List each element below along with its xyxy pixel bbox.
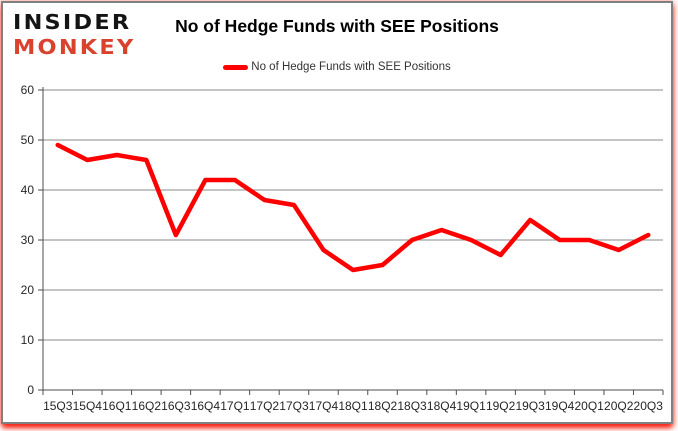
x-axis-tick-label: 18Q3 — [397, 399, 427, 413]
x-axis-tick-label: 15Q3 — [43, 399, 73, 413]
x-axis-tick-label: 18Q2 — [368, 399, 398, 413]
y-axis-tick-label: 30 — [21, 233, 35, 247]
insider-monkey-logo: INSIDER MONKEY — [13, 10, 133, 60]
x-axis-tick-label: 17Q1 — [220, 399, 250, 413]
y-axis-tick-label: 10 — [21, 333, 35, 347]
x-axis-tick-label: 16Q2 — [132, 399, 162, 413]
y-axis-tick-label: 0 — [27, 383, 34, 397]
x-axis-tick-label: 19Q4 — [545, 399, 575, 413]
x-axis-tick-label: 16Q1 — [102, 399, 132, 413]
x-axis-tick-label: 20Q2 — [604, 399, 634, 413]
y-axis-tick-label: 50 — [21, 133, 35, 147]
series-line — [55, 142, 651, 273]
y-axis-tick-label: 20 — [21, 283, 35, 297]
x-axis-tick-label: 19Q1 — [456, 399, 486, 413]
x-axis-tick-label: 19Q3 — [515, 399, 545, 413]
x-axis-tick-label: 17Q3 — [279, 399, 309, 413]
logo-text-insider: INSIDER — [13, 10, 132, 34]
x-axis-tick-label: 20Q3 — [634, 399, 664, 413]
y-axis-tick-label: 60 — [21, 83, 35, 97]
legend: No of Hedge Funds with SEE Positions — [3, 59, 671, 75]
x-axis-tick-label: 19Q2 — [486, 399, 516, 413]
x-axis-tick-label: 16Q4 — [191, 399, 221, 413]
x-axis-tick-label: 16Q3 — [161, 399, 191, 413]
chart-frame: INSIDER MONKEY No of Hedge Funds with SE… — [1, 1, 673, 424]
logo-text-monkey: MONKEY — [13, 35, 136, 59]
chart-title: No of Hedge Funds with SEE Positions — [175, 16, 499, 36]
x-axis-tick-label: 15Q4 — [73, 399, 103, 413]
x-axis-tick-label: 18Q1 — [338, 399, 368, 413]
x-axis-tick-label: 18Q4 — [427, 399, 457, 413]
y-axis-tick-label: 40 — [21, 183, 35, 197]
x-axis-tick-label: 20Q1 — [575, 399, 605, 413]
legend-line-swatch — [223, 64, 249, 70]
legend-label: No of Hedge Funds with SEE Positions — [251, 61, 451, 73]
x-axis-tick-label: 17Q2 — [250, 399, 280, 413]
x-axis-tick-label: 17Q4 — [309, 399, 339, 413]
